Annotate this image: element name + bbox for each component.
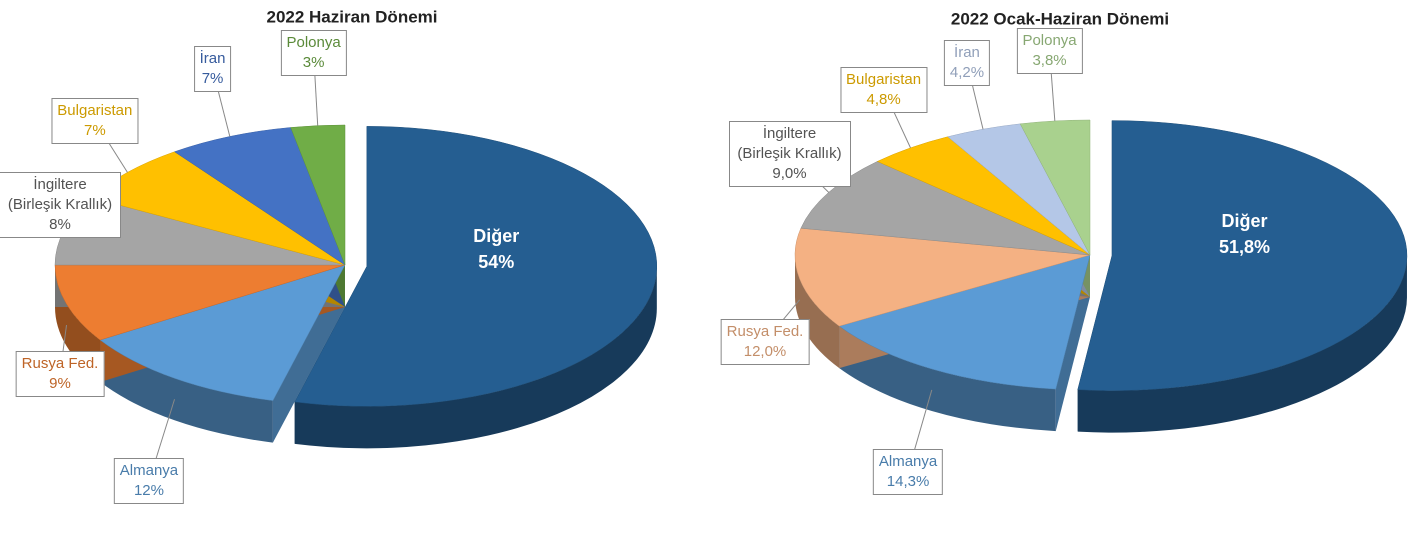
data-label: Almanya 14,3% [872,449,944,496]
data-label: Almanya 12% [113,458,185,505]
value-label: 7% [201,69,224,87]
data-label: Bulgaristan 4,8% [840,66,928,113]
category-label: Almanya [119,462,179,480]
data-label: Polonya 3,8% [1016,27,1083,74]
data-label: Diğer 54% [468,221,524,277]
data-label: Bulgaristan 7% [51,97,139,144]
category-label: Polonya [286,33,341,51]
category-label: Bulgaristan [57,101,133,119]
category-label: İran [199,49,226,67]
chart-title: 2022 Ocak-Haziran Dönemi [951,9,1169,28]
category-label: Almanya [878,453,938,471]
category-label: İngiltere (Birleşik Krallık) [737,125,842,163]
category-label: Polonya [1022,31,1077,49]
value-label: 7% [83,121,106,139]
category-label: Rusya Fed. [726,322,804,340]
data-label: Rusya Fed. 9% [15,350,105,397]
slice-side [294,266,657,449]
value-label: 9% [49,374,71,392]
category-label: İran [954,43,980,61]
slice [99,264,346,401]
category-label: İngiltere (Birleşik Krallık) [7,175,113,213]
slice-side [839,326,1056,432]
slice [173,127,346,266]
value-label: 54% [478,252,515,273]
chart-title: 2022 Haziran Dönemi [266,7,437,26]
slice [1077,120,1408,391]
slice-side [795,255,840,369]
value-label: 8% [49,215,71,233]
value-label: 12,0% [743,342,787,360]
data-label: Diğer 51,8% [1214,206,1275,262]
slice [294,126,658,407]
value-label: 14,3% [886,473,930,491]
slice [290,124,346,266]
value-label: 9,0% [772,165,807,183]
value-label: 51,8% [1218,237,1271,258]
slice-side [1077,255,1407,433]
slice [838,254,1091,390]
category-label: Bulgaristan [846,70,922,88]
value-label: 4,2% [949,63,985,81]
slice [1019,119,1091,256]
value-label: 4,8% [866,90,901,108]
value-label: 3% [302,53,325,71]
slice-tops [794,119,1408,391]
slice [54,264,346,341]
category-label: Rusya Fed. [21,354,99,372]
value-label: 12% [133,482,164,500]
data-label: İngiltere (Birleşik Krallık) 9,0% [728,121,851,188]
category-label: Diğer [473,226,520,247]
data-label: Polonya 3% [280,29,347,76]
slice-tops [54,124,658,407]
slice [794,227,1091,327]
data-label: Rusya Fed. 12,0% [720,318,810,365]
data-label: İngiltere (Birleşik Krallık) 8% [0,171,121,238]
category-label: Diğer [1221,211,1268,232]
data-label: İran 4,2% [943,39,991,86]
data-label: İran 7% [193,45,232,92]
value-label: 3,8% [1032,51,1067,69]
